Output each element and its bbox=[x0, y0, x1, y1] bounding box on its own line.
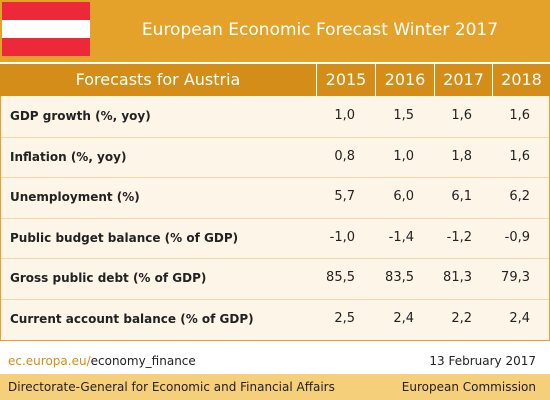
table-body bbox=[0, 96, 550, 341]
department: Directorate-General for Economic and Fin… bbox=[8, 380, 335, 394]
cell-value: 2,4 bbox=[509, 310, 530, 326]
website-link[interactable]: ec.europa.eu/economy_finance bbox=[8, 354, 196, 368]
row-label: Gross public debt (% of GDP) bbox=[10, 271, 207, 285]
cell-value: 2,2 bbox=[451, 310, 472, 326]
footer-bar bbox=[0, 374, 550, 400]
row-label: Inflation (%, yoy) bbox=[10, 149, 127, 164]
cell-value: -0,9 bbox=[504, 229, 530, 245]
cell-value: 1,0 bbox=[334, 108, 355, 123]
cell-value: 1,6 bbox=[509, 148, 530, 164]
cell-value: 1,5 bbox=[393, 108, 414, 123]
cell-value: 6,0 bbox=[393, 189, 414, 204]
title: European Economic Forecast Winter 2017 bbox=[141, 20, 499, 40]
cell-value: 81,3 bbox=[443, 270, 472, 285]
cell-value: 1,8 bbox=[451, 148, 472, 164]
cell-value: -1,0 bbox=[329, 229, 355, 245]
cell-value: 1,0 bbox=[393, 148, 414, 164]
row-separator bbox=[1, 217, 549, 219]
cell-value: 1,6 bbox=[509, 108, 530, 123]
row-separator bbox=[1, 136, 549, 138]
austria-flag bbox=[2, 2, 90, 56]
link-domain: ec.europa.eu/ bbox=[8, 354, 91, 368]
row-separator bbox=[1, 258, 549, 259]
column-header: 2016 bbox=[376, 64, 434, 96]
cell-value: 79,3 bbox=[501, 270, 530, 285]
column-header: 2018 bbox=[493, 64, 550, 96]
cell-value: 5,7 bbox=[334, 189, 355, 204]
column-header: 2015 bbox=[317, 64, 375, 96]
link-path: economy_finance bbox=[90, 354, 196, 368]
cell-value: 2,5 bbox=[334, 310, 355, 326]
row-label: Current account balance (% of GDP) bbox=[10, 311, 254, 326]
cell-value: 85,5 bbox=[326, 270, 355, 285]
cell-value: 1,6 bbox=[451, 108, 472, 123]
cell-value: -1,4 bbox=[388, 229, 414, 245]
institution: European Commission bbox=[401, 380, 536, 394]
row-label: Unemployment (%) bbox=[10, 190, 140, 204]
row-separator bbox=[1, 177, 549, 178]
column-header: 2017 bbox=[435, 64, 492, 96]
header-bar bbox=[0, 0, 550, 62]
cell-value: 6,2 bbox=[509, 189, 530, 204]
cell-value: 6,1 bbox=[451, 189, 472, 204]
row-separator bbox=[1, 298, 549, 300]
cell-value: -1,2 bbox=[446, 229, 472, 245]
date: 13 February 2017 bbox=[429, 354, 536, 368]
cell-value: 2,4 bbox=[393, 310, 414, 326]
row-label: Public budget balance (% of GDP) bbox=[10, 230, 239, 245]
cell-value: 0,8 bbox=[334, 148, 355, 164]
column-header: Forecasts for Austria bbox=[0, 64, 316, 96]
row-label: GDP growth (%, yoy) bbox=[10, 109, 151, 123]
cell-value: 83,5 bbox=[385, 270, 414, 285]
